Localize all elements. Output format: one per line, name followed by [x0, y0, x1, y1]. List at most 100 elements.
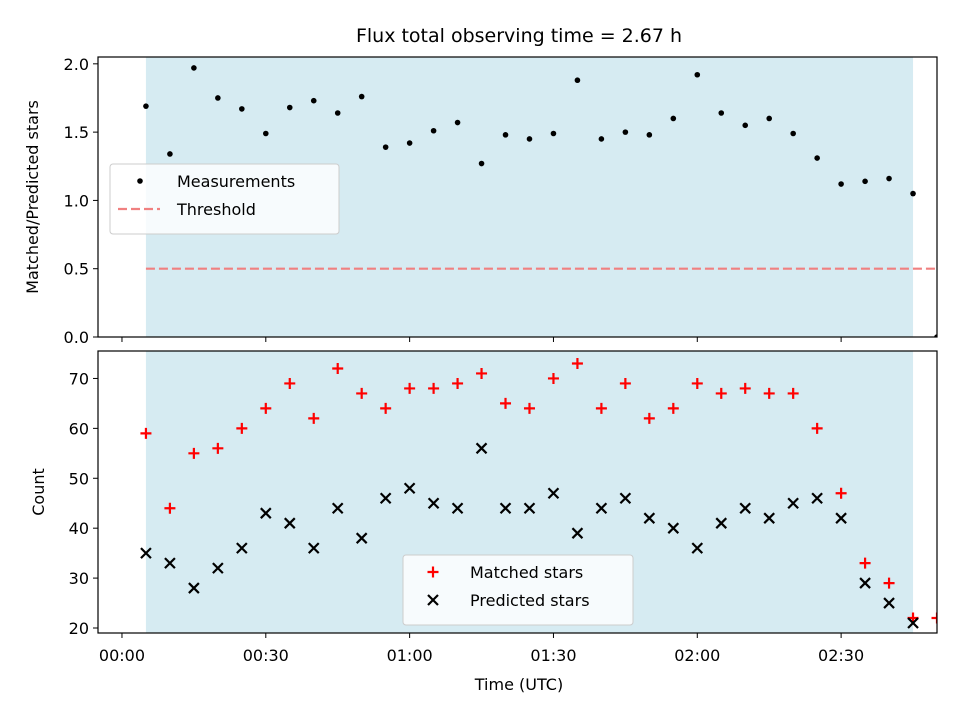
predicted-stars-point: [379, 492, 392, 505]
matched-stars-point: [643, 412, 655, 424]
matched-stars-point: [595, 402, 607, 414]
y-tick-label: 70: [69, 369, 89, 388]
predicted-stars-point: [643, 512, 656, 524]
matched-stars-point: [428, 382, 440, 394]
measurement-point: [502, 132, 509, 138]
measurement-point: [670, 115, 677, 122]
legend-matched-marker: [427, 566, 439, 578]
matched-stars-point: [739, 382, 751, 394]
matched-stars-point: [835, 487, 847, 499]
matched-stars-point: [284, 377, 296, 389]
legend-predicted-marker: [427, 594, 439, 606]
y-tick-label: 0.5: [64, 260, 89, 279]
measurement-point: [358, 93, 365, 100]
predicted-stars-point: [691, 542, 704, 554]
measurement-point: [646, 132, 653, 138]
matched-stars-point: [404, 382, 416, 394]
measurement-point: [526, 136, 533, 142]
matched-stars-point: [691, 377, 703, 389]
x-tick-label: 01:30: [530, 646, 576, 665]
measurement-point: [215, 95, 221, 101]
matched-stars-point: [883, 577, 895, 589]
measurement-point: [814, 155, 820, 161]
axes-frame: [97, 56, 938, 338]
predicted-stars-point: [236, 542, 248, 554]
predicted-stars-point: [571, 527, 584, 539]
measurement-point: [430, 127, 437, 134]
matched-stars-point: [236, 422, 248, 434]
y-axis-label: Matched/Predicted stars: [23, 100, 42, 294]
y-tick-label: 40: [69, 519, 89, 538]
matched-stars-point: [308, 412, 320, 424]
matched-stars-point: [260, 402, 272, 414]
legend: Matched stars Predicted stars: [402, 554, 634, 626]
matched-stars-point: [380, 402, 392, 414]
y-tick-label: 60: [69, 419, 89, 438]
measurement-point: [143, 103, 149, 109]
predicted-stars-point: [667, 522, 680, 534]
measurement-point: [406, 140, 413, 146]
measurement-point: [263, 130, 269, 137]
matched-stars-point: [332, 362, 344, 374]
matched-stars-point: [859, 557, 871, 569]
measurement-point: [934, 334, 937, 337]
matched-stars-point: [787, 387, 799, 399]
matched-stars-point: [763, 387, 775, 399]
predicted-stars-point: [619, 492, 632, 505]
predicted-stars-point: [523, 502, 536, 514]
x-tick-label: 01:00: [387, 646, 433, 665]
measurement-point: [478, 160, 485, 167]
matched-stars-point: [500, 397, 512, 409]
measurement-point: [310, 97, 317, 104]
predicted-stars-point: [547, 487, 560, 500]
legend-label: Measurements: [177, 172, 295, 191]
predicted-stars-point: [907, 617, 919, 629]
matched-stars-point: [619, 377, 631, 389]
predicted-stars-point: [835, 512, 847, 524]
legend-box: [402, 554, 634, 626]
measurement-point: [766, 115, 772, 122]
predicted-stars-point: [475, 442, 488, 455]
measurement-point: [694, 71, 701, 78]
predicted-stars-point: [212, 562, 224, 574]
y-tick-label: 0.0: [64, 328, 89, 347]
y-tick-label: 2.0: [64, 55, 89, 74]
predicted-stars-point: [595, 502, 608, 514]
count-panel: 00:00 00:30 01:00 01:30 02:00 02:30 20 30 40 50 60…: [29, 350, 938, 665]
measurement-point: [454, 119, 461, 126]
legend-measurement-marker: [137, 178, 143, 184]
predicted-stars-point: [164, 557, 176, 569]
matched-stars-point: [931, 612, 937, 624]
y-tick-label: 1.5: [64, 123, 89, 142]
predicted-stars-point: [355, 532, 368, 544]
predicted-stars-point: [883, 597, 895, 609]
measurement-point: [574, 77, 581, 84]
predicted-stars-point: [260, 507, 272, 519]
predicted-stars-point: [188, 582, 200, 594]
predicted-stars-point: [859, 577, 871, 589]
matched-stars-point: [523, 402, 535, 414]
matched-stars-point: [356, 387, 368, 399]
matched-stars-point: [811, 422, 823, 434]
measurement-point: [167, 151, 173, 157]
measurement-point: [286, 104, 293, 111]
measurement-point: [910, 190, 916, 197]
legend-label: Predicted stars: [470, 591, 590, 610]
predicted-stars-point: [499, 502, 512, 514]
measurement-point: [191, 65, 197, 71]
measurement-point: [550, 130, 557, 137]
y-tick-label: 20: [69, 619, 89, 638]
axes-frame: [97, 350, 938, 634]
matched-stars-point: [164, 502, 176, 514]
measurement-point: [622, 129, 629, 135]
measurement-point: [334, 110, 341, 116]
measurement-point: [862, 178, 868, 185]
legend: Measurements Threshold: [109, 163, 340, 235]
predicted-stars-point: [739, 502, 752, 514]
chart-title: Flux total observing time = 2.67 h: [356, 25, 682, 47]
matched-stars-point: [547, 372, 559, 384]
predicted-stars-point: [403, 482, 416, 495]
predicted-stars-point: [283, 517, 296, 529]
